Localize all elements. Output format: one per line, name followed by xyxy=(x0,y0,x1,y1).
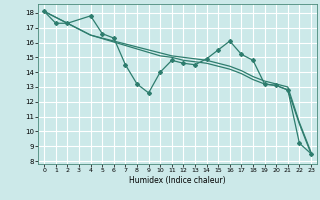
X-axis label: Humidex (Indice chaleur): Humidex (Indice chaleur) xyxy=(129,176,226,185)
